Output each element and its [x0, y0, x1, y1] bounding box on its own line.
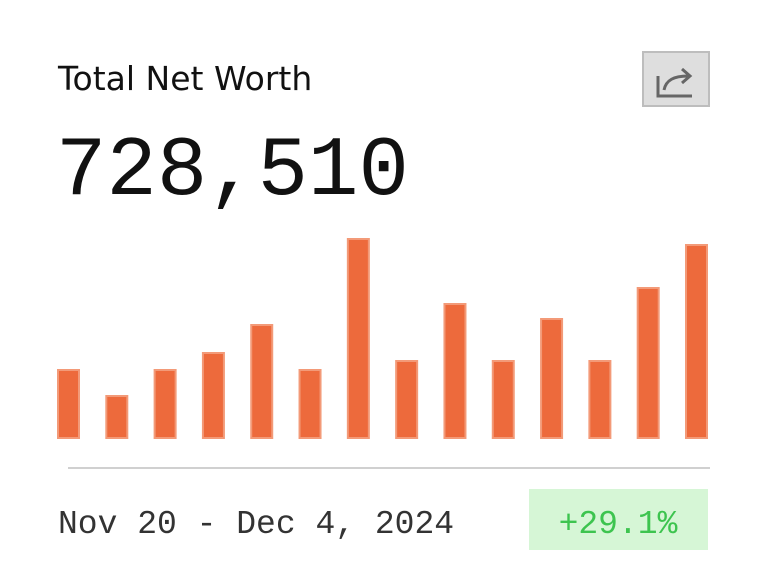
bar: [443, 303, 467, 439]
bar: [201, 352, 225, 439]
share-icon: [656, 76, 692, 98]
bar: [346, 238, 370, 439]
card-title: Total Net Worth: [57, 59, 312, 98]
bar: [636, 287, 660, 439]
date-range: Nov 20 - Dec 4, 2024: [58, 506, 454, 543]
change-badge: [529, 489, 708, 550]
bar-group: [57, 238, 708, 439]
bar: [153, 369, 177, 439]
share-icon-arrow: [662, 67, 693, 91]
bar: [105, 395, 129, 439]
bar: [395, 360, 419, 439]
bar: [57, 369, 80, 439]
bar: [540, 318, 564, 439]
headline-value: 728,510: [56, 125, 409, 220]
change-value: +29.1%: [559, 506, 678, 543]
bar: [491, 360, 515, 439]
bar: [298, 369, 322, 439]
bar: [588, 360, 612, 439]
bar: [250, 324, 274, 439]
share-button[interactable]: [642, 51, 710, 107]
bar: [685, 244, 708, 439]
